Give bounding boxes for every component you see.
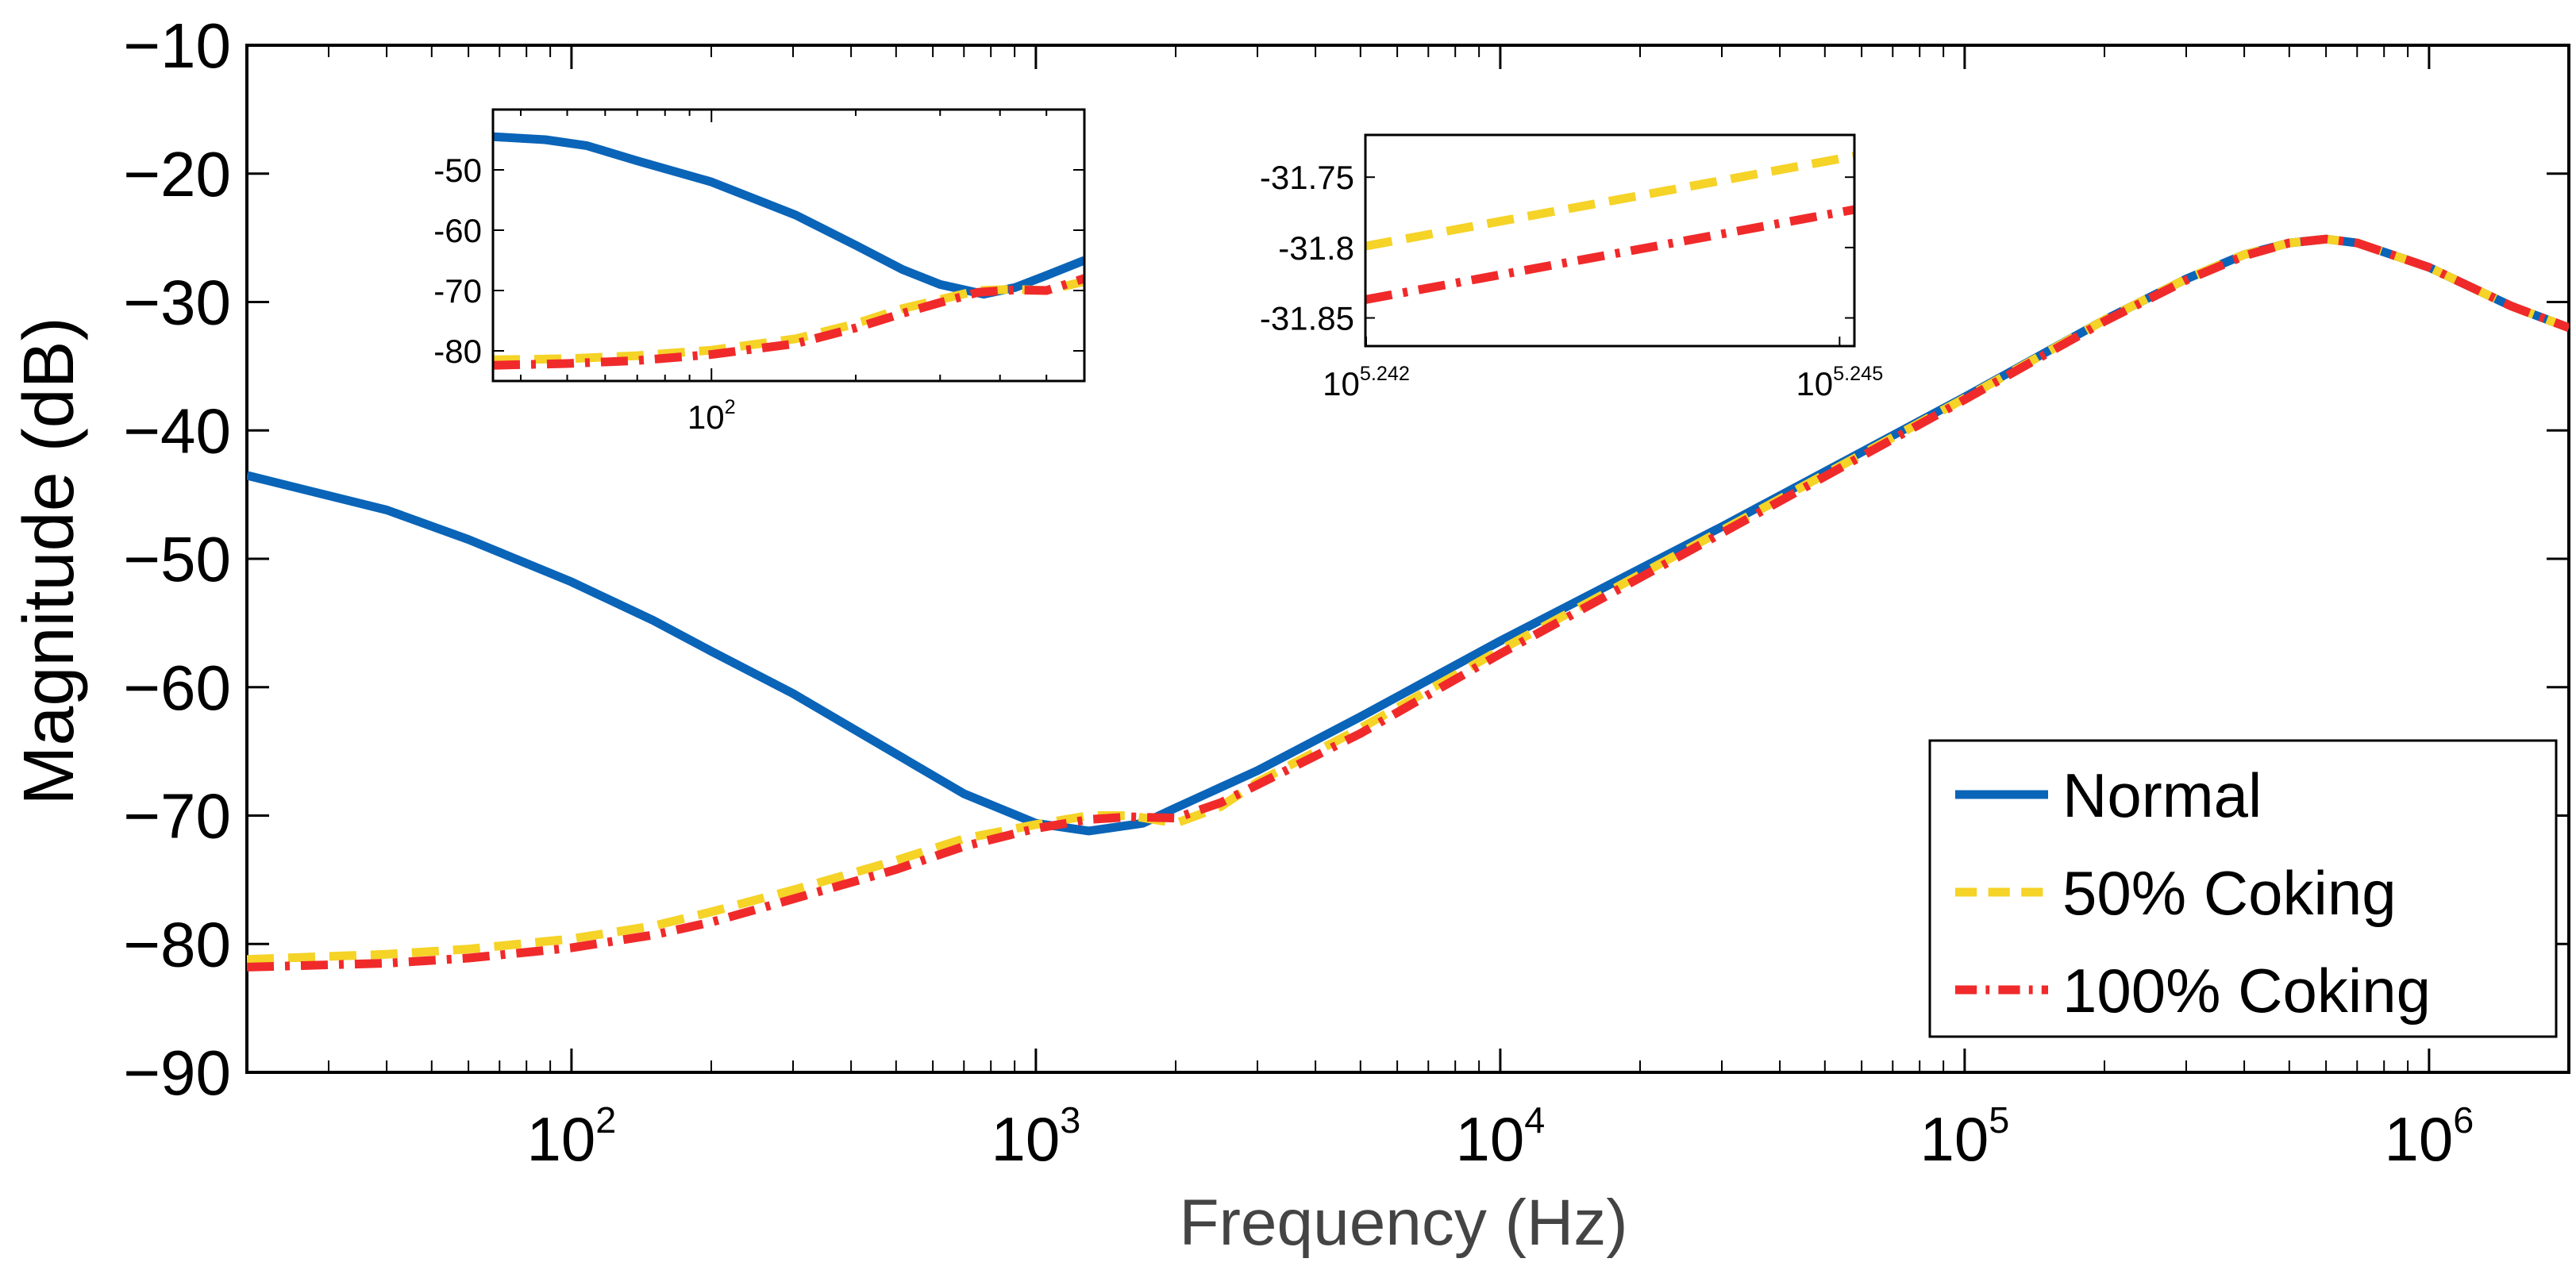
inset2-y-tick-label: -31.85 [1260, 300, 1354, 337]
legend-label-normal: Normal [2062, 760, 2262, 830]
y-tick-label: −30 [123, 267, 231, 338]
y-tick-label: −80 [123, 909, 231, 979]
x-axis-ticks: 102 103 104 105 106 [526, 45, 2474, 1174]
series-lines [247, 234, 2569, 972]
inset-zoom: -31.75 -31.8 -31.85 105.242 105.245 [1260, 133, 1883, 402]
x-minor-ticks [246, 45, 2570, 1072]
y-tick-label: −90 [123, 1037, 231, 1108]
inset1-y-tick-label: -80 [433, 333, 482, 370]
legend-label-50-coking: 50% Coking [2062, 858, 2397, 928]
inset1-x-tick-label: 102 [687, 396, 736, 436]
inset2-y-tick-label: -31.75 [1260, 159, 1354, 196]
y-tick-label: −10 [123, 10, 231, 81]
x-tick-label: 103 [991, 1099, 1080, 1174]
inset2-x-tick-label: 105.245 [1796, 363, 1883, 402]
y-tick-label: −70 [123, 781, 231, 852]
y-axis-label: Magnitude (dB) [10, 317, 89, 805]
inset-zoom-frame [1364, 133, 1856, 348]
inset2-x-tick-label: 105.242 [1323, 363, 1410, 402]
x-tick-label: 105 [1919, 1099, 2009, 1174]
inset1-line-100-coking [493, 274, 1084, 370]
x-tick-label: 106 [2384, 1099, 2474, 1174]
inset2-line-50-coking [1365, 152, 1854, 251]
y-tick-label: −60 [123, 652, 231, 723]
inset1-line-normal [493, 132, 1084, 299]
inset1-y-tick-label: -50 [433, 152, 482, 189]
inset-low-frequency: -50 -60 -70 -80 102 [433, 108, 1086, 436]
y-tick-label: −40 [123, 395, 231, 466]
inset1-y-tick-label: -60 [433, 212, 482, 249]
x-tick-label: 102 [526, 1099, 616, 1174]
x-tick-label: 104 [1455, 1099, 1545, 1174]
main-plot: −10 −20 −30 −40 −50 −60 −70 −80 −90 102 103 104 105… [123, 10, 2570, 1174]
inset-low-frequency-frame [491, 108, 1086, 383]
legend: Normal 50% Coking 100% Coking [1928, 739, 2558, 1038]
legend-label-100-coking: 100% Coking [2062, 956, 2431, 1026]
inset2-y-tick-label: -31.8 [1278, 229, 1354, 267]
inset-zoom-lines [1365, 152, 1854, 304]
y-tick-label: −20 [123, 139, 231, 210]
inset1-y-tick-label: -70 [433, 272, 482, 310]
series-line-100-coking [247, 234, 2569, 972]
inset-low-frequency-ticks: -50 -60 -70 -80 102 [433, 110, 1084, 436]
x-axis-label: Frequency (Hz) [1179, 1187, 1627, 1259]
inset-low-frequency-lines [493, 132, 1084, 370]
y-tick-label: −50 [123, 524, 231, 595]
inset-zoom-ticks: -31.75 -31.8 -31.85 105.242 105.245 [1260, 159, 1883, 402]
